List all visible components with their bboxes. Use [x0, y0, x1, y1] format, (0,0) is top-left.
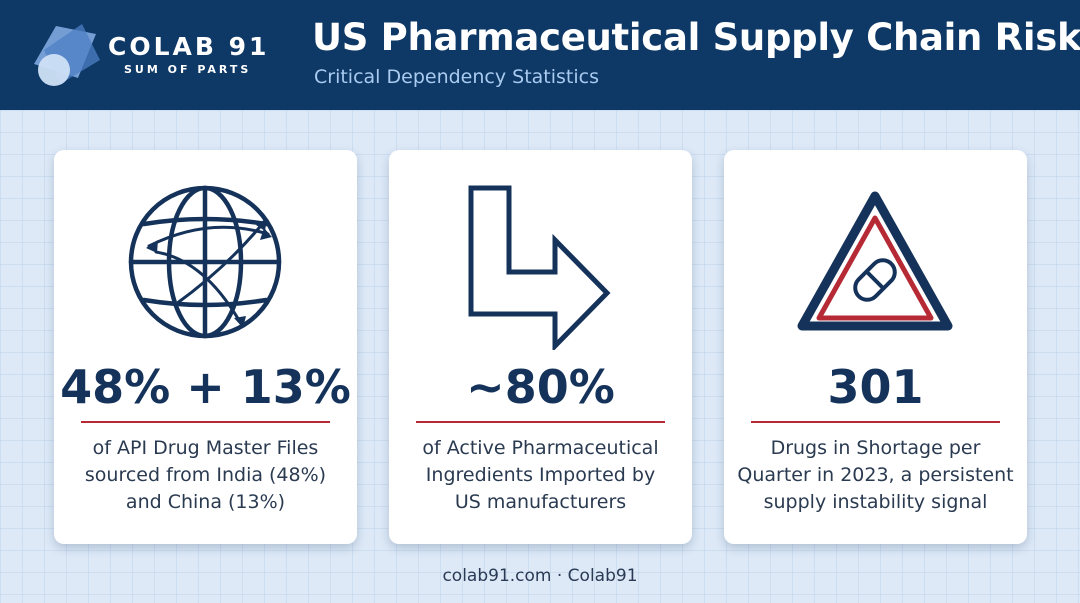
red-divider: [416, 421, 665, 423]
stat-description: of Active Pharmaceutical Ingredients Imp…: [399, 435, 682, 516]
stat-value: ~80%: [466, 360, 615, 414]
desc-line: and China (13%): [125, 491, 286, 513]
desc-line: supply instability signal: [763, 491, 988, 513]
colab-logo-icon: [34, 24, 100, 86]
desc-line: of Active Pharmaceutical: [422, 437, 659, 459]
stat-card-api-imports: ~80% of Active Pharmaceutical Ingredient…: [389, 150, 692, 544]
stat-value: 301: [827, 360, 924, 414]
desc-line: sourced from India (48%): [84, 464, 327, 486]
desc-line: Drugs in Shortage per: [770, 437, 981, 459]
red-divider: [81, 421, 330, 423]
globe-trade-icon: [128, 185, 282, 339]
desc-line: Ingredients Imported by: [425, 464, 656, 486]
desc-line: US manufacturers: [454, 491, 627, 513]
warning-pill-icon: [797, 191, 953, 331]
red-divider: [751, 421, 1000, 423]
page-title: US Pharmaceutical Supply Chain Risk: [312, 16, 1080, 59]
stat-card-api-sourcing: 48% + 13% of API Drug Master Files sourc…: [54, 150, 357, 544]
turn-right-arrow-icon: [468, 185, 611, 350]
page-subtitle: Critical Dependency Statistics: [314, 66, 599, 88]
brand-tagline: SUM OF PARTS: [124, 63, 252, 76]
stat-description: of API Drug Master Files sourced from In…: [64, 435, 347, 516]
stat-card-drug-shortages: 301 Drugs in Shortage per Quarter in 202…: [724, 150, 1027, 544]
footer-credit: colab91.com · Colab91: [442, 566, 638, 586]
stat-description: Drugs in Shortage per Quarter in 2023, a…: [734, 435, 1017, 516]
brand-name: COLAB 91: [108, 32, 270, 61]
header-banner: COLAB 91 SUM OF PARTS US Pharmaceutical …: [0, 0, 1080, 110]
desc-line: Quarter in 2023, a persistent: [737, 464, 1014, 486]
desc-line: of API Drug Master Files: [92, 437, 319, 459]
stat-value: 48% + 13%: [60, 360, 351, 414]
